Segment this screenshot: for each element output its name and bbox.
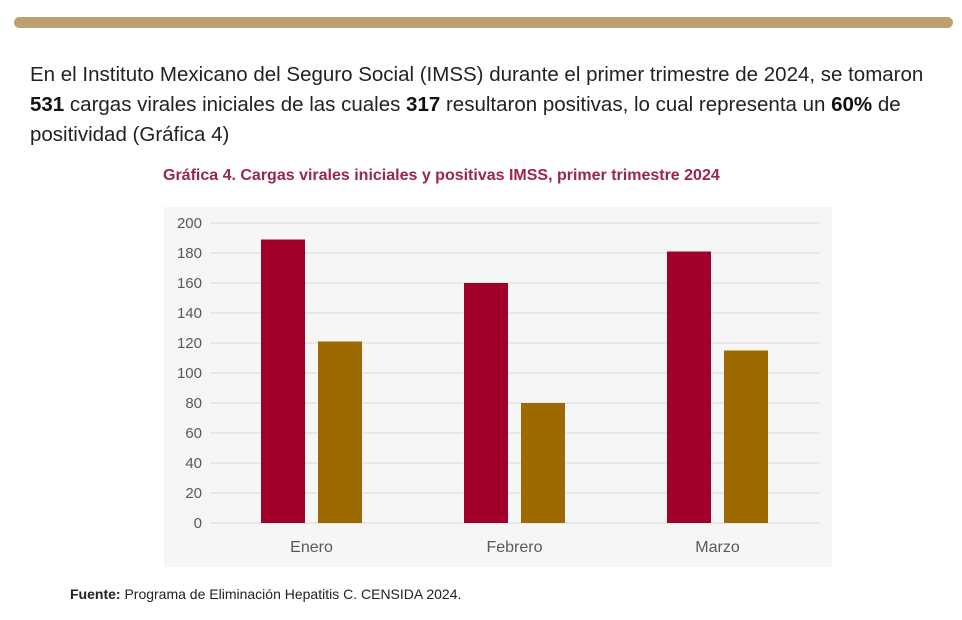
y-tick-label: 80 xyxy=(185,395,202,412)
intro-text-3: resultaron positivas, lo cual representa… xyxy=(440,93,832,116)
x-tick-label: Enero xyxy=(290,539,333,556)
intro-percent-value: 60% xyxy=(831,93,873,116)
y-tick-label: 20 xyxy=(185,485,202,502)
y-tick-label: 140 xyxy=(177,305,202,322)
y-tick-label: 180 xyxy=(177,245,202,262)
y-tick-label: 40 xyxy=(185,455,202,472)
bar-chart: 0 20 40 60 80 100 120 140 160 180 200 Enero Febrero M… xyxy=(177,215,819,556)
y-tick-label: 0 xyxy=(194,515,202,532)
x-tick-label: Marzo xyxy=(695,539,740,556)
bar-febrero-series-2 xyxy=(521,403,565,523)
y-tick-label: 160 xyxy=(177,275,202,292)
bar-marzo-series-2 xyxy=(724,350,768,523)
y-tick-label: 60 xyxy=(185,425,202,442)
source-label: Fuente: xyxy=(70,586,121,602)
intro-total-value: 531 xyxy=(30,93,65,116)
bar-enero-series-2 xyxy=(318,341,362,523)
chart-title: Gráfica 4. Cargas virales iniciales y po… xyxy=(163,167,720,184)
top-decorative-rule xyxy=(14,17,953,28)
chart-panel: 0 20 40 60 80 100 120 140 160 180 200 Enero Febrero M… xyxy=(164,207,832,567)
intro-positive-value: 317 xyxy=(406,93,441,116)
intro-text-4: de positividad (Gráfica 4) xyxy=(30,93,901,146)
intro-text-2: cargas virales iniciales de las cuales xyxy=(64,93,407,116)
intro-text-1: En el Instituto Mexicano del Seguro Soci… xyxy=(30,63,924,86)
x-tick-label: Febrero xyxy=(486,539,542,556)
bar-enero-series-1 xyxy=(261,239,305,523)
intro-paragraph: En el Instituto Mexicano del Seguro Soci… xyxy=(30,60,935,150)
y-tick-label: 100 xyxy=(177,365,202,382)
source-text: Programa de Eliminación Hepatitis C. CEN… xyxy=(120,586,462,602)
y-tick-label: 120 xyxy=(177,335,202,352)
y-tick-label: 200 xyxy=(177,215,202,232)
source-note: Fuente: Programa de Eliminación Hepatiti… xyxy=(70,586,461,602)
bar-marzo-series-1 xyxy=(667,251,711,523)
bar-febrero-series-1 xyxy=(464,283,508,523)
